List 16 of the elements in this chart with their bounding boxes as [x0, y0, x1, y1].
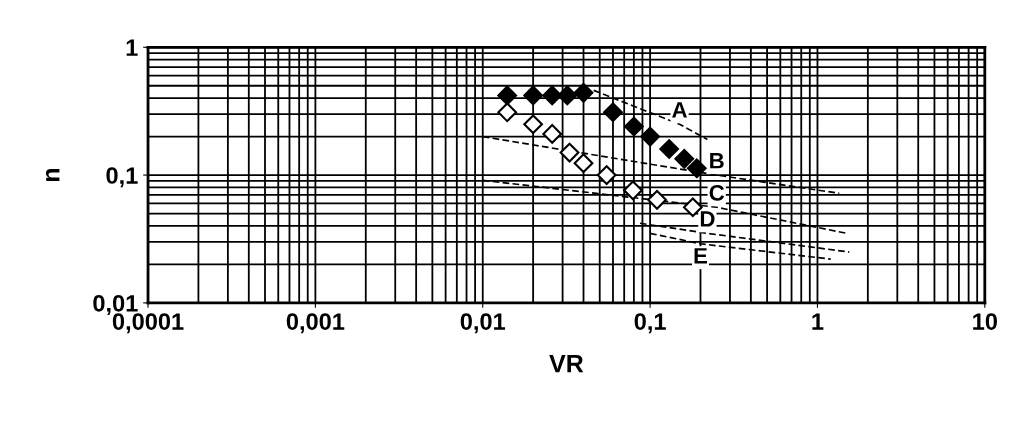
- series-label: B: [710, 153, 724, 169]
- x-tick-label: 0,001: [286, 313, 345, 334]
- y-axis-title: n: [45, 169, 60, 182]
- x-tick-label: 0,01: [460, 313, 506, 334]
- y-tick-label: 1: [126, 39, 138, 56]
- series-label: D: [700, 211, 715, 227]
- x-tick-label: 0,0001: [112, 313, 184, 334]
- series-label: A: [672, 102, 688, 118]
- x-tick-label: 10: [973, 313, 997, 330]
- x-tick-label: 1: [812, 313, 824, 330]
- series-label: C: [709, 185, 725, 201]
- y-tick-label: 0,1: [106, 167, 138, 188]
- series-label: E: [694, 248, 708, 264]
- x-tick-label: 0,1: [634, 313, 666, 334]
- y-tick-label: 0,01: [93, 294, 138, 316]
- x-axis-title: VR: [549, 354, 584, 373]
